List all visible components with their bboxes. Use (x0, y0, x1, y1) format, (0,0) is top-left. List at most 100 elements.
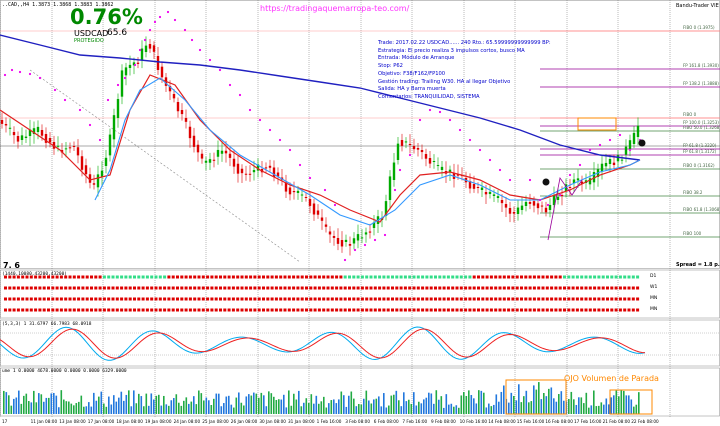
candle-body (212, 159, 216, 161)
timeframe-signal (197, 308, 201, 312)
volume-bar (123, 400, 125, 414)
volume-bar (50, 393, 53, 414)
timeframe-signal (206, 308, 210, 312)
timeframe-signal (77, 308, 81, 312)
timeframe-signal (38, 275, 42, 279)
volume-bar (398, 400, 400, 414)
psar-dot (508, 178, 512, 182)
timeframe-signal (253, 308, 257, 312)
timeframe-signal (128, 286, 132, 290)
timeframe-signal (193, 297, 197, 301)
volume-bar (285, 407, 288, 414)
timeframe-signal (12, 297, 16, 301)
fibo-level-label: FIBO 50.0 (1.3268) (683, 125, 720, 130)
timeframe-signal (180, 297, 184, 301)
candle-body (188, 126, 192, 139)
timeframe-signal (378, 275, 382, 279)
volume-bar (518, 384, 520, 414)
timeframe-signal (386, 297, 390, 301)
psar-dot (138, 48, 142, 52)
volume-bar (508, 402, 510, 414)
timeframe-signal (408, 297, 412, 301)
volume-bar (150, 393, 153, 414)
website-link[interactable]: https://tradingaquemarropa-teo.com/ (260, 4, 410, 13)
protected-label: PROTEGIDO (74, 38, 104, 44)
volume-bar (175, 394, 178, 414)
candle-body (240, 168, 244, 174)
timeframe-signal (451, 308, 455, 312)
candle-body (64, 148, 68, 150)
candle-body (136, 62, 140, 64)
timeframe-signal (42, 308, 46, 312)
volume-bar (345, 406, 348, 414)
timeframe-signal (631, 275, 635, 279)
timeframe-signal (481, 275, 485, 279)
volume-bar (30, 402, 33, 414)
candle-body (232, 158, 236, 167)
timeframe-signal (511, 308, 515, 312)
volume-bar (260, 392, 263, 414)
timeframe-signal (249, 275, 253, 279)
timeframe-signal (8, 286, 12, 290)
candle-body (600, 163, 604, 172)
volume-bar (35, 402, 38, 414)
volume-bar (568, 398, 570, 414)
volume-bar (473, 398, 475, 414)
candle-body (364, 232, 368, 235)
volume-bar (468, 390, 470, 414)
timeframe-signal (558, 297, 562, 301)
timeframe-signal (206, 297, 210, 301)
candle-body (216, 149, 220, 157)
timeframe-signal (107, 308, 111, 312)
timeframe-signal (472, 297, 476, 301)
timeframe-signal (442, 286, 446, 290)
volume-bar (635, 404, 638, 414)
fibo-level-label: FP 61.8 (1.3172) (683, 149, 717, 154)
volume-bar (265, 406, 268, 414)
psar-dot (468, 138, 472, 142)
timeframe-signal (631, 297, 635, 301)
timeframe-signal (541, 275, 545, 279)
timeframe-signal (537, 286, 541, 290)
time-axis-label: 14 Feb 08:00 (488, 419, 516, 424)
timeframe-signal (601, 308, 605, 312)
candle-body (476, 187, 480, 188)
timeframe-signal (115, 275, 119, 279)
timeframe-signal (115, 297, 119, 301)
volume-bar (65, 401, 68, 414)
timeframe-signal (365, 275, 369, 279)
timeframe-signal (115, 286, 119, 290)
volume-bar (93, 392, 95, 414)
timeframe-signal (481, 308, 485, 312)
volume-bar (513, 395, 515, 414)
timeframe-signal (137, 308, 141, 312)
timeframe-signal (352, 308, 356, 312)
timeframe-signal (477, 297, 480, 301)
stochastic-signal-line (0, 328, 646, 359)
candle-body (384, 201, 388, 216)
volume-bar (85, 406, 88, 414)
timeframe-signal (373, 286, 377, 290)
candle-body (396, 143, 400, 160)
volume-bar (138, 393, 140, 414)
candle-body (560, 195, 564, 196)
timeframe-signal (102, 308, 106, 312)
psar-dot (38, 76, 42, 80)
timeframe-signal (339, 286, 343, 290)
moving-average-slow (0, 34, 641, 161)
volume-bar (5, 392, 8, 414)
timeframe-signal (167, 275, 171, 279)
psar-dot (408, 153, 412, 157)
volume-bar (263, 395, 265, 414)
candle-body (84, 165, 88, 175)
candle-body (80, 156, 84, 170)
psar-dot (190, 38, 194, 42)
candle-body (564, 184, 568, 191)
timeframe-signal (378, 286, 382, 290)
timeframe-signal (102, 275, 106, 279)
timeframe-signal (382, 286, 386, 290)
candle-body (628, 140, 632, 150)
timeframe-signal (12, 286, 16, 290)
timeframe-signal (464, 297, 468, 301)
